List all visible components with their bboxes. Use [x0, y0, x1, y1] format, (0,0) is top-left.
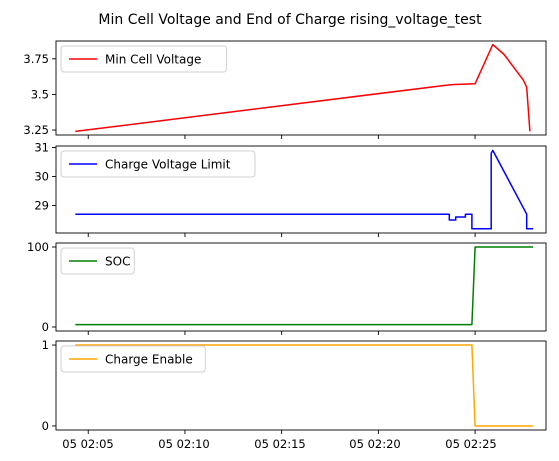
- subplot-2: 29 30 31 Charge Voltage Limit: [34, 140, 547, 237]
- legend-box: [60, 247, 135, 275]
- y-tick-label: 100: [27, 240, 49, 254]
- y-tick-label: 3.75: [23, 52, 49, 66]
- subplot-1: 3.25 3.5 3.75 Min Cell Voltage: [23, 40, 547, 139]
- y-tick-label: 29: [34, 198, 49, 212]
- subplot-stack: 3.25 3.5 3.75 Min Cell Voltage 29 30 31 Charge …: [23, 40, 547, 451]
- y-tick-label: 3.5: [31, 87, 49, 101]
- x-tick-label: 05 02:25: [445, 437, 496, 451]
- figure-title: Min Cell Voltage and End of Charge risin…: [98, 12, 482, 28]
- y-tick-label: 31: [34, 140, 49, 154]
- axes-frame: [55, 242, 547, 332]
- y-tick-label: 3.25: [23, 123, 49, 137]
- series-line-4: [75, 344, 534, 427]
- legend-box: [60, 345, 206, 373]
- series-line-1: [75, 43, 531, 133]
- axes-frame: [55, 340, 547, 431]
- series-line-2: [75, 149, 534, 230]
- legend-label: Charge Voltage Limit: [105, 158, 231, 172]
- axes-frame: [55, 145, 547, 234]
- legend-label: Min Cell Voltage: [105, 53, 201, 67]
- y-tick-label: 0: [42, 419, 49, 433]
- legend-label: Charge Enable: [105, 353, 193, 367]
- y-tick-label: 30: [34, 169, 49, 183]
- x-tick-label: 05 02:10: [158, 437, 209, 451]
- legend-box: [60, 45, 228, 73]
- x-tick-label: 05 02:20: [349, 437, 400, 451]
- y-tick-label: 0: [42, 320, 49, 334]
- x-tick-label: 05 02:05: [62, 437, 113, 451]
- series-line-3: [75, 246, 534, 326]
- legend-box: [60, 150, 256, 178]
- axes-frame: [55, 40, 547, 136]
- subplot-4: 0 1 05 02:05 05 02:10 05 02:15 05 02:20 05 02:…: [42, 338, 547, 451]
- legend-label: SOC: [105, 255, 130, 269]
- x-tick-label: 05 02:15: [254, 437, 305, 451]
- y-tick-label: 1: [42, 338, 49, 352]
- subplot-3: 0 100 SOC: [27, 240, 547, 335]
